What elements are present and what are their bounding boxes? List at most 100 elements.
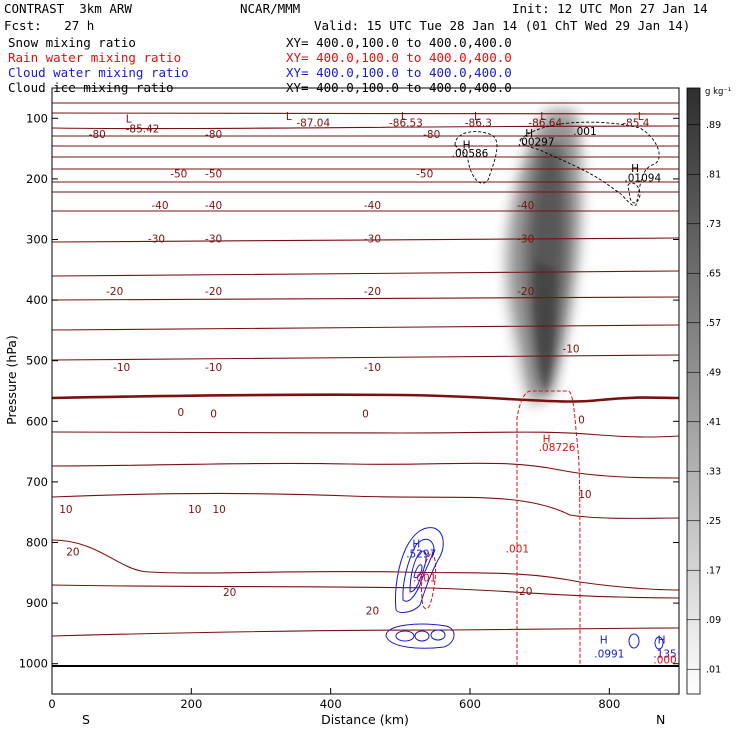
y-axis-title: Pressure (hPa): [4, 335, 19, 425]
isotherm-label: -50: [170, 168, 187, 180]
legend-snow-xy: XY= 400.0,100.0 to 400.0,400.0: [286, 35, 512, 50]
isotherm-line: [52, 112, 679, 115]
isotherm-line: [52, 462, 679, 479]
plot-frame: [51, 87, 680, 695]
extremum-label: L: [286, 111, 292, 123]
isotherm-label: -40: [517, 200, 534, 212]
isotherm-line: [52, 125, 679, 130]
colorbar-unit: g kg⁻¹: [705, 87, 731, 97]
isotherm-label: 20: [366, 605, 379, 617]
contour-labels: -85.42 -87.04 -86.53 -86.3 -86.64 -85.4 -80 -80…: [59, 111, 677, 667]
extremum-label: .5297: [406, 548, 436, 560]
legend-cloud-water-xy: XY= 400.0,100.0 to 400.0,400.0: [286, 65, 512, 80]
isotherm-label: -10: [113, 362, 130, 374]
isotherm-line: [52, 237, 679, 243]
colorbar-label: .25: [706, 516, 721, 527]
legend-cloud-water-label: Cloud water mixing ratio: [8, 65, 189, 80]
extremum-label: L: [540, 111, 546, 123]
extremum-label: H: [412, 539, 420, 551]
zero-degree-isotherm: [52, 393, 679, 403]
isotherm-label: -50: [416, 168, 433, 180]
isotherm-label: -86.3: [465, 118, 492, 130]
colorbar-label: .73: [706, 219, 721, 230]
extremum-label: H: [463, 139, 471, 151]
extremum-label: H: [543, 433, 551, 445]
isotherm-label: -20: [205, 286, 222, 298]
extremum-label: H: [525, 128, 533, 140]
init-time: Init: 12 UTC Mon 27 Jan 14: [512, 1, 708, 16]
isotherm-label: -10: [364, 362, 381, 374]
isotherm-label: 20: [223, 587, 236, 599]
isotherm-label: -50: [205, 168, 222, 180]
isotherm-label: -30: [364, 233, 381, 245]
isotherm-label: -40: [364, 200, 381, 212]
isotherm-line: [52, 492, 679, 519]
y-tick-label: 100: [26, 111, 48, 125]
isotherm-label: 20: [66, 547, 79, 559]
isotherm-line: [52, 324, 679, 331]
cloud-water-contours: [385, 527, 664, 650]
isotherm-label: -20: [517, 286, 534, 298]
colorbar-label: .01: [706, 664, 721, 675]
colorbar-label: .17: [706, 565, 721, 576]
isotherm-label: -10: [205, 362, 222, 374]
colorbar-label: .65: [706, 268, 721, 279]
valid-time: Valid: 15 UTC Tue 28 Jan 14 (01 ChT Wed …: [314, 18, 691, 33]
x-tick-label: 800: [598, 697, 620, 711]
cloud-ice-contours: [454, 121, 660, 206]
isotherm-label: 0: [210, 408, 217, 420]
isotherm-line: [52, 210, 679, 212]
colorbar-label: .09: [706, 615, 721, 626]
y-tick-label: 600: [26, 414, 48, 428]
isotherm-line: [52, 270, 679, 277]
x-tick-label: 200: [180, 697, 202, 711]
x-axis-north-label: N: [656, 712, 665, 727]
isotherm-line: [52, 627, 679, 637]
isotherm-label: -86.53: [389, 118, 423, 130]
legend-rain-label: Rain water mixing ratio: [8, 50, 182, 65]
isotherm-label: -85.4: [622, 118, 649, 130]
extremum-label: H: [631, 163, 639, 175]
extremum-label: H: [658, 634, 666, 646]
y-tick-label: 300: [26, 233, 48, 247]
isotherm-line: [52, 584, 679, 599]
isotherm-label: 0: [578, 414, 585, 426]
isotherm-label: -86.64: [528, 118, 562, 130]
extremum-label: .08726: [539, 442, 576, 454]
isotherm-label: -30: [205, 233, 222, 245]
colorbar-label: .41: [706, 417, 721, 428]
y-tick-label: 700: [26, 475, 48, 489]
isotherm-label: 10: [188, 504, 201, 516]
isotherm-line: [52, 354, 679, 361]
isotherm-label: -30: [148, 233, 165, 245]
isotherm-line: [52, 296, 679, 301]
isotherm-line: [52, 431, 679, 438]
colorbar-label: .33: [706, 466, 721, 477]
isotherm-label: 0: [362, 408, 369, 420]
extremum-label: .001: [413, 573, 436, 585]
isotherm-label: -10: [562, 344, 579, 356]
extremum-label: .0991: [594, 648, 624, 660]
extremum-label: .01094: [624, 173, 661, 185]
extremum-label: L: [638, 111, 644, 123]
isotherm-label: 10: [59, 504, 72, 516]
extremum-label: .135: [653, 648, 676, 660]
extremum-label: L: [474, 111, 480, 123]
y-tick-label: 800: [26, 536, 48, 550]
y-tick-label: 200: [26, 172, 48, 186]
snow-shading: [506, 110, 582, 406]
isotherm-label: -40: [151, 200, 168, 212]
extremum-label: .001: [506, 544, 529, 556]
colorbar-label: .49: [706, 367, 721, 378]
x-axis-south-label: S: [82, 712, 90, 727]
organization: NCAR/MMM: [240, 1, 301, 16]
colorbar: g kg⁻¹ .01 .09 .17 .25 .33 .41 .49 .57 .65 .73 .81…: [686, 87, 731, 695]
extremum-label: .00586: [452, 148, 489, 160]
isotherm-label: -30: [517, 233, 534, 245]
y-tick-label: 500: [26, 354, 48, 368]
y-tick-label: 400: [26, 293, 48, 307]
forecast-hour: Fcst: 27 h: [4, 18, 95, 33]
isotherm-label: -20: [106, 286, 123, 298]
